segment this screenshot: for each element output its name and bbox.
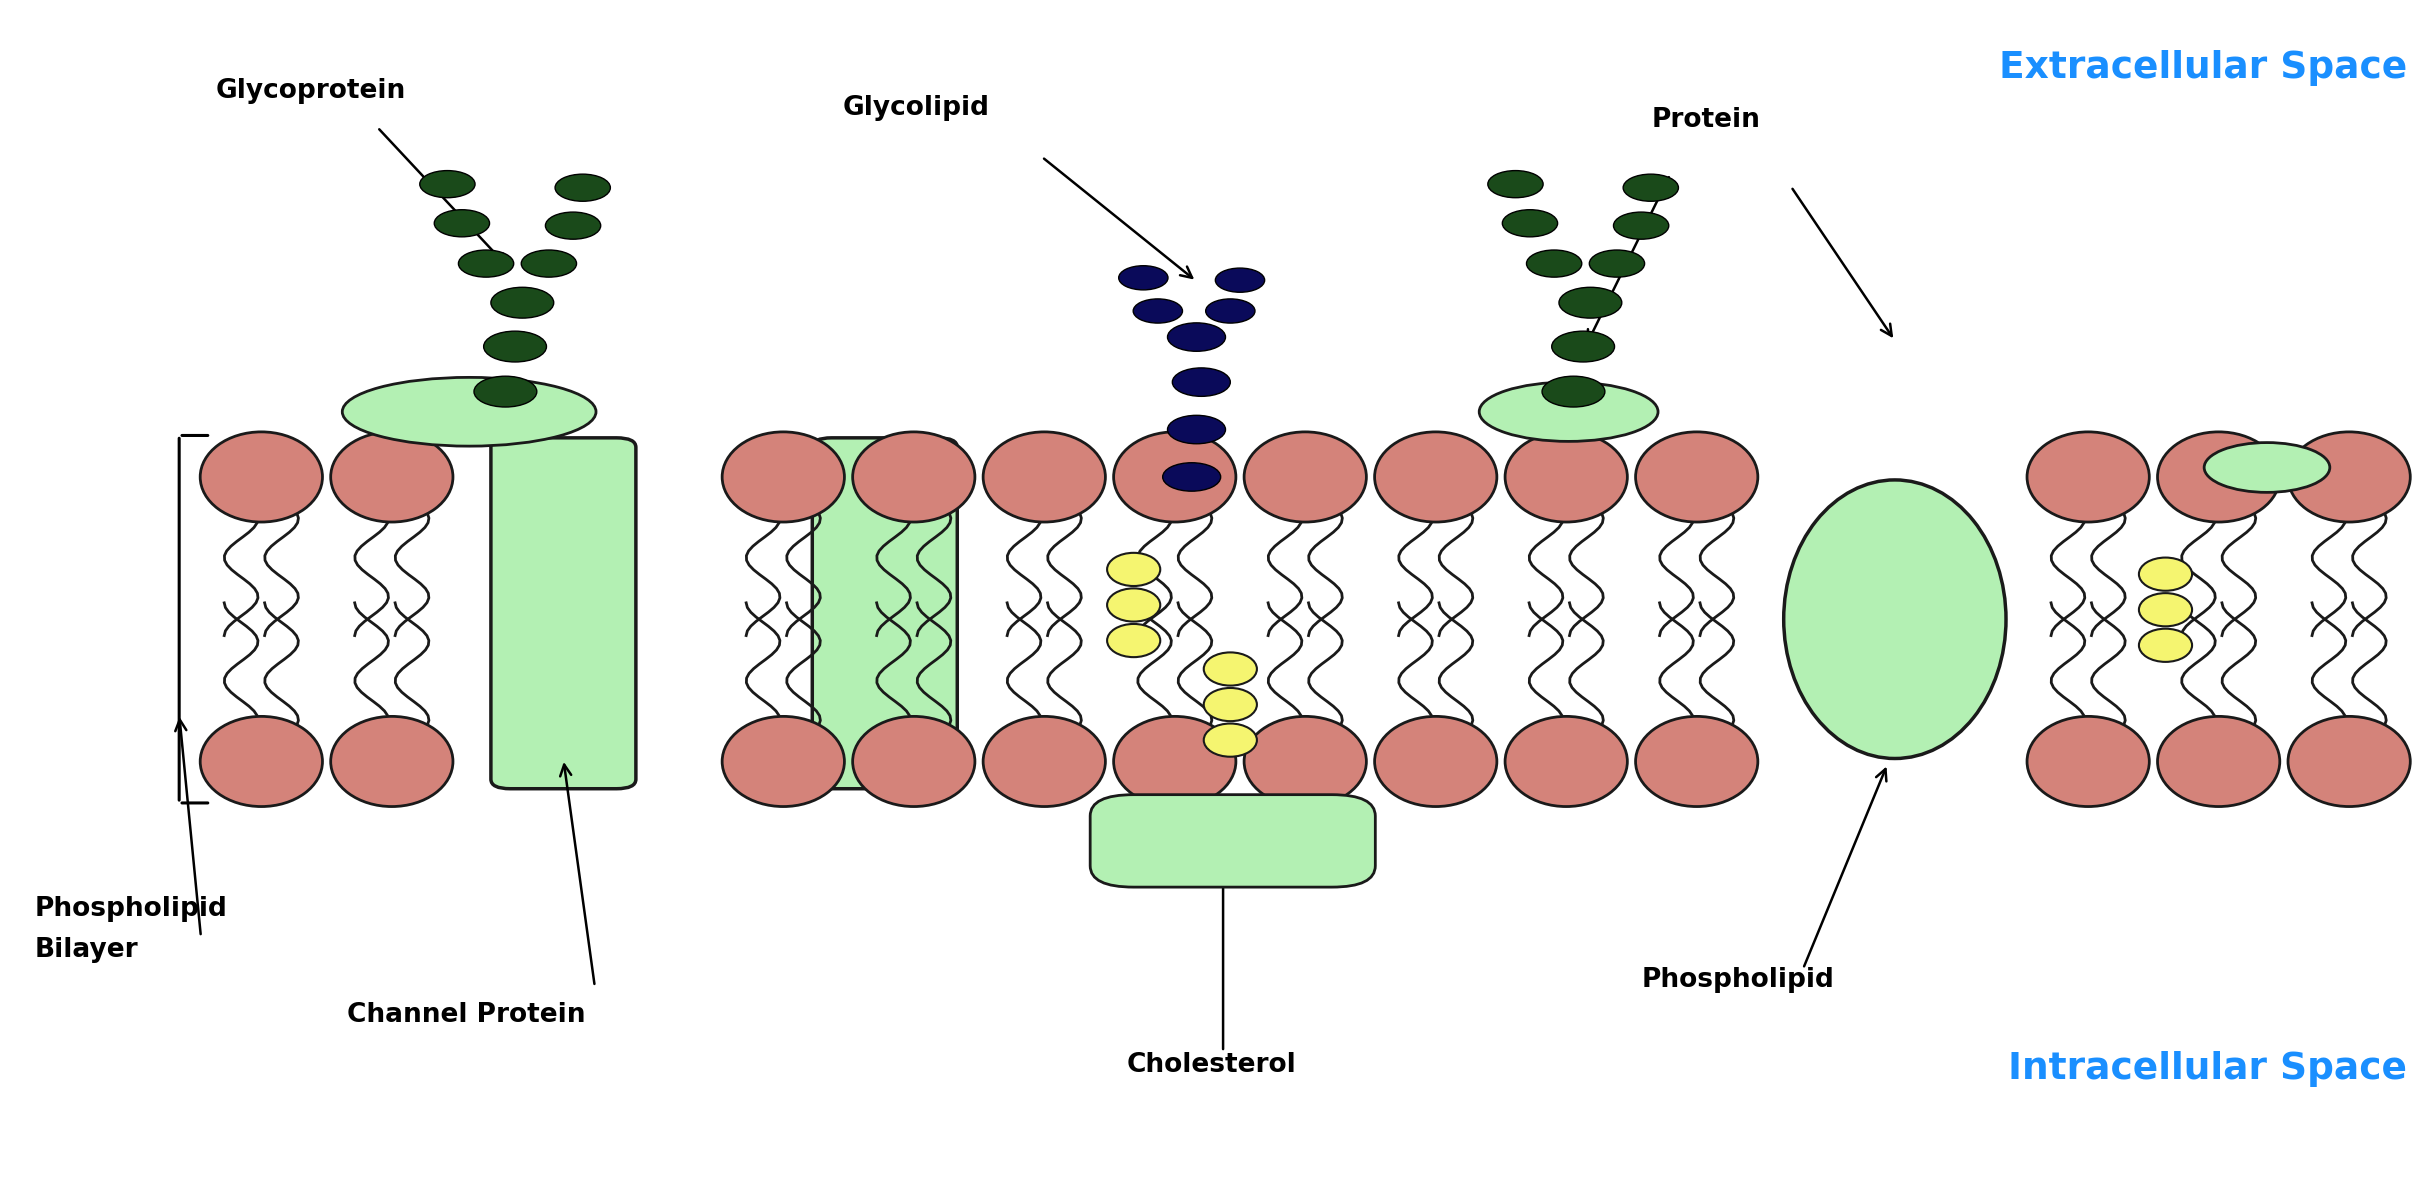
Circle shape	[475, 376, 538, 407]
Circle shape	[1167, 323, 1226, 351]
Text: Cholesterol: Cholesterol	[1126, 1052, 1296, 1078]
Ellipse shape	[1376, 432, 1497, 522]
Ellipse shape	[2158, 716, 2279, 806]
Circle shape	[1172, 368, 1230, 397]
Ellipse shape	[722, 716, 845, 806]
Ellipse shape	[722, 432, 845, 522]
Ellipse shape	[1480, 382, 1659, 442]
Ellipse shape	[1635, 432, 1758, 522]
Ellipse shape	[853, 432, 976, 522]
Ellipse shape	[1783, 480, 2005, 759]
Text: Glycoprotein: Glycoprotein	[216, 77, 404, 104]
Ellipse shape	[853, 716, 976, 806]
Ellipse shape	[1107, 624, 1160, 657]
Circle shape	[458, 250, 513, 278]
Circle shape	[1163, 463, 1221, 491]
Circle shape	[521, 250, 576, 278]
Circle shape	[1502, 210, 1557, 237]
Circle shape	[1560, 287, 1623, 318]
Circle shape	[1133, 299, 1182, 323]
Ellipse shape	[1635, 716, 1758, 806]
Ellipse shape	[2027, 716, 2148, 806]
Text: Phospholipid: Phospholipid	[34, 896, 228, 922]
Text: Phospholipid: Phospholipid	[1642, 967, 1833, 992]
Ellipse shape	[1204, 653, 1257, 686]
FancyBboxPatch shape	[492, 438, 637, 788]
Text: Protein: Protein	[1652, 107, 1761, 133]
Ellipse shape	[1204, 688, 1257, 722]
FancyBboxPatch shape	[1090, 794, 1376, 887]
Ellipse shape	[1504, 432, 1628, 522]
Ellipse shape	[1107, 588, 1160, 622]
Ellipse shape	[1245, 716, 1366, 806]
Circle shape	[492, 287, 555, 318]
Ellipse shape	[201, 432, 322, 522]
Circle shape	[419, 170, 475, 198]
Circle shape	[1167, 416, 1226, 444]
Ellipse shape	[1114, 716, 1235, 806]
Ellipse shape	[2158, 432, 2279, 522]
Ellipse shape	[2027, 432, 2148, 522]
Text: Extracellular Space: Extracellular Space	[1998, 50, 2407, 86]
Circle shape	[545, 212, 601, 239]
Ellipse shape	[1376, 716, 1497, 806]
Ellipse shape	[342, 378, 596, 447]
Ellipse shape	[1204, 723, 1257, 756]
Ellipse shape	[983, 432, 1104, 522]
Ellipse shape	[1245, 432, 1366, 522]
Circle shape	[1589, 250, 1645, 278]
Circle shape	[1487, 170, 1543, 198]
FancyBboxPatch shape	[811, 438, 957, 788]
Ellipse shape	[1504, 716, 1628, 806]
Circle shape	[484, 331, 547, 362]
Ellipse shape	[2289, 432, 2410, 522]
Text: Bilayer: Bilayer	[34, 937, 138, 964]
Ellipse shape	[983, 716, 1104, 806]
Circle shape	[1216, 268, 1264, 292]
Circle shape	[1119, 266, 1167, 289]
Ellipse shape	[2139, 557, 2192, 591]
Circle shape	[1553, 331, 1615, 362]
Ellipse shape	[332, 432, 453, 522]
Ellipse shape	[1107, 553, 1160, 586]
Circle shape	[1543, 376, 1606, 407]
Circle shape	[555, 174, 610, 201]
Text: Channel Protein: Channel Protein	[346, 1003, 586, 1028]
Circle shape	[434, 210, 489, 237]
Circle shape	[1623, 174, 1678, 201]
Ellipse shape	[2139, 593, 2192, 626]
Circle shape	[1613, 212, 1669, 239]
Circle shape	[1206, 299, 1255, 323]
Ellipse shape	[1114, 432, 1235, 522]
Text: Glycolipid: Glycolipid	[843, 95, 991, 121]
Ellipse shape	[201, 716, 322, 806]
Circle shape	[1526, 250, 1582, 278]
Ellipse shape	[2139, 629, 2192, 662]
Ellipse shape	[332, 716, 453, 806]
Text: Intracellular Space: Intracellular Space	[2008, 1052, 2407, 1087]
Ellipse shape	[2204, 443, 2330, 492]
Ellipse shape	[2289, 716, 2410, 806]
